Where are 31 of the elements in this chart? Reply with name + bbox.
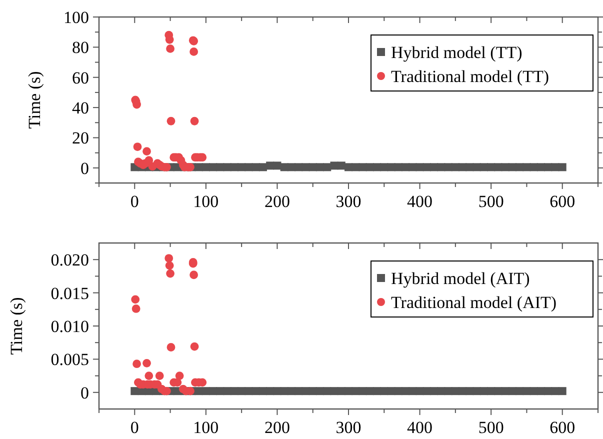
x-tick-label: 200	[264, 192, 290, 211]
y-tick-label: 0	[80, 158, 89, 178]
x-tick-label: 500	[478, 418, 504, 437]
legend-label: Traditional model (AIT)	[391, 293, 557, 312]
x-tick-label: 500	[478, 192, 504, 211]
y-axis-title: Time (s)	[25, 71, 44, 129]
x-tick-label: 200	[264, 418, 290, 437]
y-tick-label: 40	[72, 98, 89, 118]
y-tick-label: 0	[80, 383, 89, 402]
y-tick-label: 100	[64, 8, 89, 27]
x-tick-label: 100	[193, 418, 219, 437]
x-tick-label: 400	[407, 418, 433, 437]
y-tick-label: 0.015	[50, 284, 89, 303]
y-tick-label: 0.010	[50, 317, 89, 336]
x-tick-label: 0	[130, 192, 139, 211]
y-tick-label: 80	[72, 38, 89, 58]
y-tick-label: 0.005	[50, 350, 89, 370]
legend-label: Traditional model (TT)	[391, 67, 550, 86]
legend-label: Hybrid model (TT)	[391, 43, 522, 62]
y-tick-label: 0.020	[50, 250, 89, 270]
legend-label: Hybrid model (AIT)	[391, 269, 530, 288]
x-tick-label: 300	[336, 418, 362, 437]
y-tick-label: 20	[72, 128, 89, 148]
y-axis-title: Time (s)	[7, 297, 26, 355]
x-tick-label: 600	[550, 192, 576, 211]
x-tick-label: 600	[550, 418, 576, 437]
x-tick-label: 400	[407, 192, 433, 211]
x-tick-label: 100	[193, 192, 219, 211]
y-tick-label: 60	[72, 68, 89, 88]
x-tick-label: 0	[130, 418, 139, 437]
x-tick-label: 300	[336, 192, 362, 211]
